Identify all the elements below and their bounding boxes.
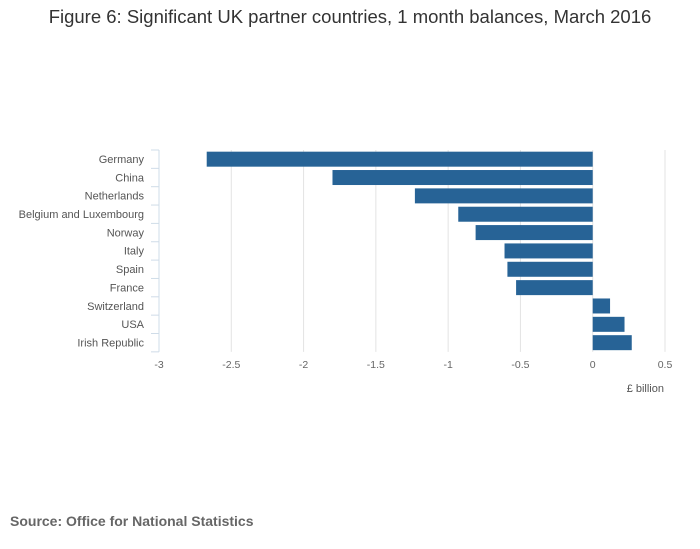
bar[interactable] <box>592 316 625 332</box>
y-tick-label: USA <box>121 319 144 331</box>
chart-title: Figure 6: Significant UK partner countri… <box>48 6 652 27</box>
bar[interactable] <box>414 188 593 204</box>
bar[interactable] <box>592 335 632 351</box>
y-tick-label: France <box>110 282 144 294</box>
source-note: Source: Office for National Statistics <box>10 513 254 529</box>
y-tick-label: Norway <box>107 227 145 239</box>
y-tick-label: China <box>115 172 145 184</box>
x-tick-label: -3 <box>154 359 163 371</box>
x-tick-label: -1.5 <box>367 359 385 371</box>
bar[interactable] <box>206 151 593 167</box>
bar[interactable] <box>458 206 593 222</box>
y-tick-label: Switzerland <box>87 301 144 313</box>
y-tick-label: Irish Republic <box>77 337 144 349</box>
bar[interactable] <box>507 261 593 277</box>
x-tick-label: -2 <box>299 359 308 371</box>
x-tick-label: -1 <box>443 359 452 371</box>
y-axis: Germany China Netherlands Belgium and Luxem… <box>19 149 160 353</box>
y-tick-label: Germany <box>99 154 145 166</box>
bars <box>206 151 632 351</box>
x-tick-label: -2.5 <box>222 359 240 371</box>
x-tick-label: -0.5 <box>511 359 529 371</box>
y-tick-label: Netherlands <box>85 191 145 203</box>
x-tick-label: 0.5 <box>658 359 673 371</box>
x-tick-label: 0 <box>590 359 596 371</box>
bar[interactable] <box>475 225 593 241</box>
y-tick-label: Italy <box>124 246 145 258</box>
y-tick-label: Belgium and Luxembourg <box>19 209 144 221</box>
bar[interactable] <box>332 170 593 186</box>
x-axis-ticks: -3 -2.5 -2 -1.5 -1 -0.5 0 0.5 <box>154 359 672 371</box>
bar[interactable] <box>504 243 593 259</box>
bar[interactable] <box>592 298 611 314</box>
x-axis-label: £ billion <box>627 383 664 395</box>
y-tick-label: Spain <box>116 264 144 276</box>
bar[interactable] <box>516 280 593 296</box>
